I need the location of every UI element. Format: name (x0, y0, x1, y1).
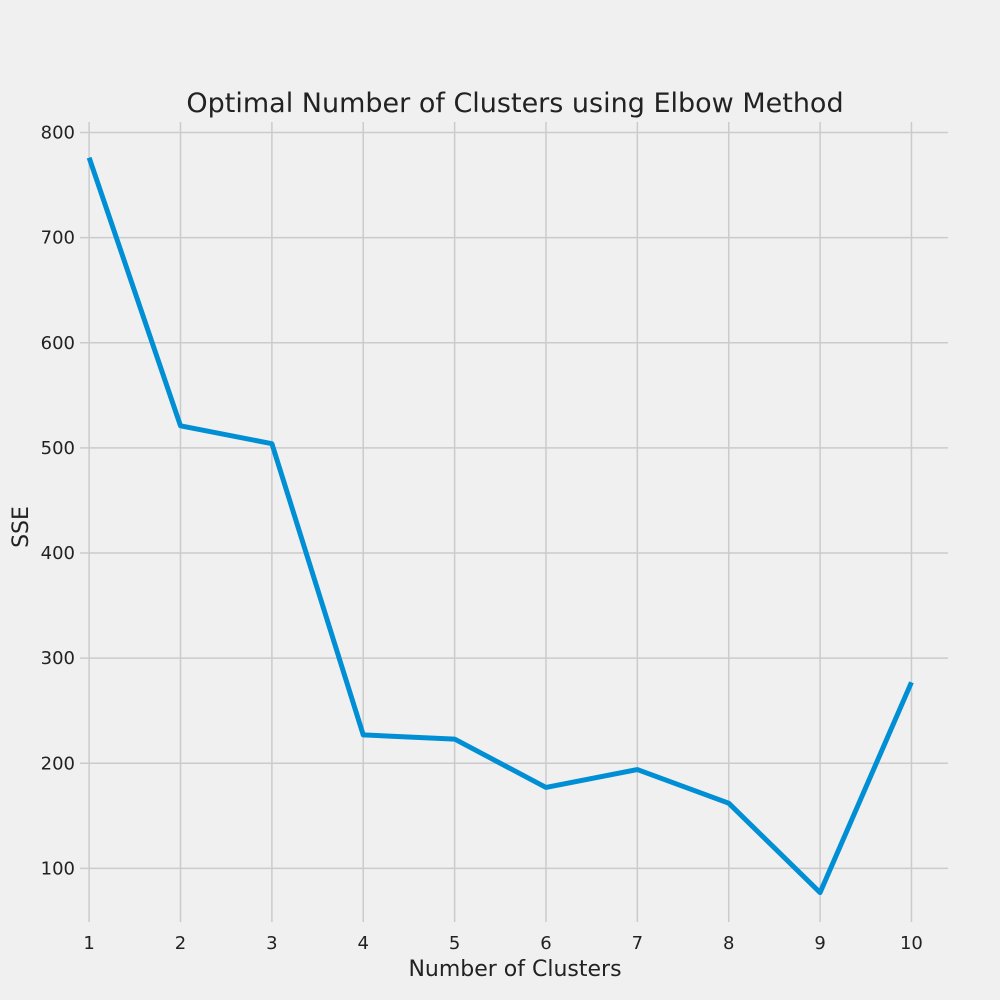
x-tick-label: 3 (266, 933, 277, 954)
x-tick-label: 4 (358, 933, 369, 954)
x-axis-label: Number of Clusters (408, 957, 621, 982)
x-tick-label: 6 (540, 933, 551, 954)
y-tick-label: 700 (41, 228, 75, 249)
x-tick-labels: 1 2 3 4 5 6 7 8 9 10 (83, 933, 922, 954)
chart-title: Optimal Number of Clusters using Elbow M… (186, 88, 843, 119)
x-tick-label: 1 (83, 933, 94, 954)
y-tick-label: 100 (41, 858, 75, 879)
x-tick-label: 9 (814, 933, 825, 954)
y-tick-label: 800 (41, 123, 75, 144)
y-tick-label: 300 (41, 648, 75, 669)
x-tick-label: 10 (900, 933, 923, 954)
x-tick-label: 2 (175, 933, 186, 954)
y-tick-labels: 100 200 300 400 500 600 700 800 (41, 123, 75, 880)
x-tick-label: 8 (723, 933, 734, 954)
y-axis-label: SSE (9, 506, 34, 548)
y-tick-label: 200 (41, 753, 75, 774)
series-layer (86, 156, 914, 896)
y-tick-label: 500 (41, 438, 75, 459)
y-tick-label: 600 (41, 333, 75, 354)
x-tick-label: 7 (632, 933, 643, 954)
x-tick-label: 5 (449, 933, 460, 954)
grid (80, 122, 948, 922)
series-line (86, 156, 914, 896)
y-tick-label: 400 (41, 543, 75, 564)
